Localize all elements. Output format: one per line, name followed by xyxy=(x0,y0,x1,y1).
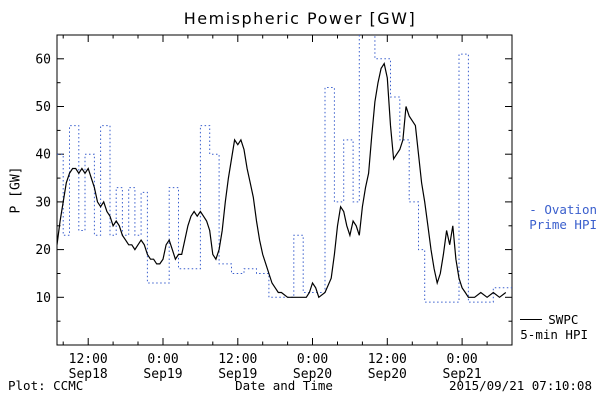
svg-text:12:00: 12:00 xyxy=(69,352,108,367)
svg-text:Sep21: Sep21 xyxy=(443,367,482,382)
plot-timestamp: 2015/09/21 07:10:08 xyxy=(449,378,592,393)
svg-text:Sep19: Sep19 xyxy=(218,367,257,382)
svg-text:60: 60 xyxy=(35,52,51,67)
svg-text:Sep18: Sep18 xyxy=(69,367,108,382)
svg-text:0:00: 0:00 xyxy=(297,352,328,367)
svg-text:12:00: 12:00 xyxy=(368,352,407,367)
svg-text:0:00: 0:00 xyxy=(446,352,477,367)
svg-text:12:00: 12:00 xyxy=(218,352,257,367)
legend-ovation-line1: - Ovation xyxy=(529,202,597,217)
svg-text:Sep19: Sep19 xyxy=(143,367,182,382)
svg-text:30: 30 xyxy=(35,195,51,210)
series-swpc-5-min-hpi xyxy=(57,62,507,299)
svg-text:0:00: 0:00 xyxy=(147,352,178,367)
plot-frame xyxy=(56,34,513,346)
svg-text:20: 20 xyxy=(35,243,51,258)
plot-source-label: Plot: CCMC xyxy=(8,378,84,393)
svg-text:Sep20: Sep20 xyxy=(368,367,407,382)
x-axis-title: Date and Time xyxy=(235,378,333,393)
legend-ovation-line2: Prime HPI xyxy=(529,217,597,232)
svg-text:50: 50 xyxy=(35,100,51,115)
legend-swpc: SWPC 5-min HPI xyxy=(520,312,588,342)
series-ovation-prime-hpi xyxy=(57,35,512,303)
svg-text:10: 10 xyxy=(35,291,51,306)
svg-text:40: 40 xyxy=(35,148,51,163)
legend-swpc-line2: 5-min HPI xyxy=(520,327,588,342)
legend-ovation: - Ovation Prime HPI xyxy=(529,202,597,232)
y-axis: 10 20 30 40 50 60 xyxy=(35,52,512,322)
svg-text:Sep20: Sep20 xyxy=(293,367,332,382)
chart-title: Hemispheric Power [GW] xyxy=(183,9,417,28)
legend-swpc-line1: SWPC xyxy=(548,312,579,327)
swpc-line-sample-icon xyxy=(520,319,543,320)
x-axis: 12:00Sep180:00Sep1912:00Sep190:00Sep2012… xyxy=(62,35,488,382)
